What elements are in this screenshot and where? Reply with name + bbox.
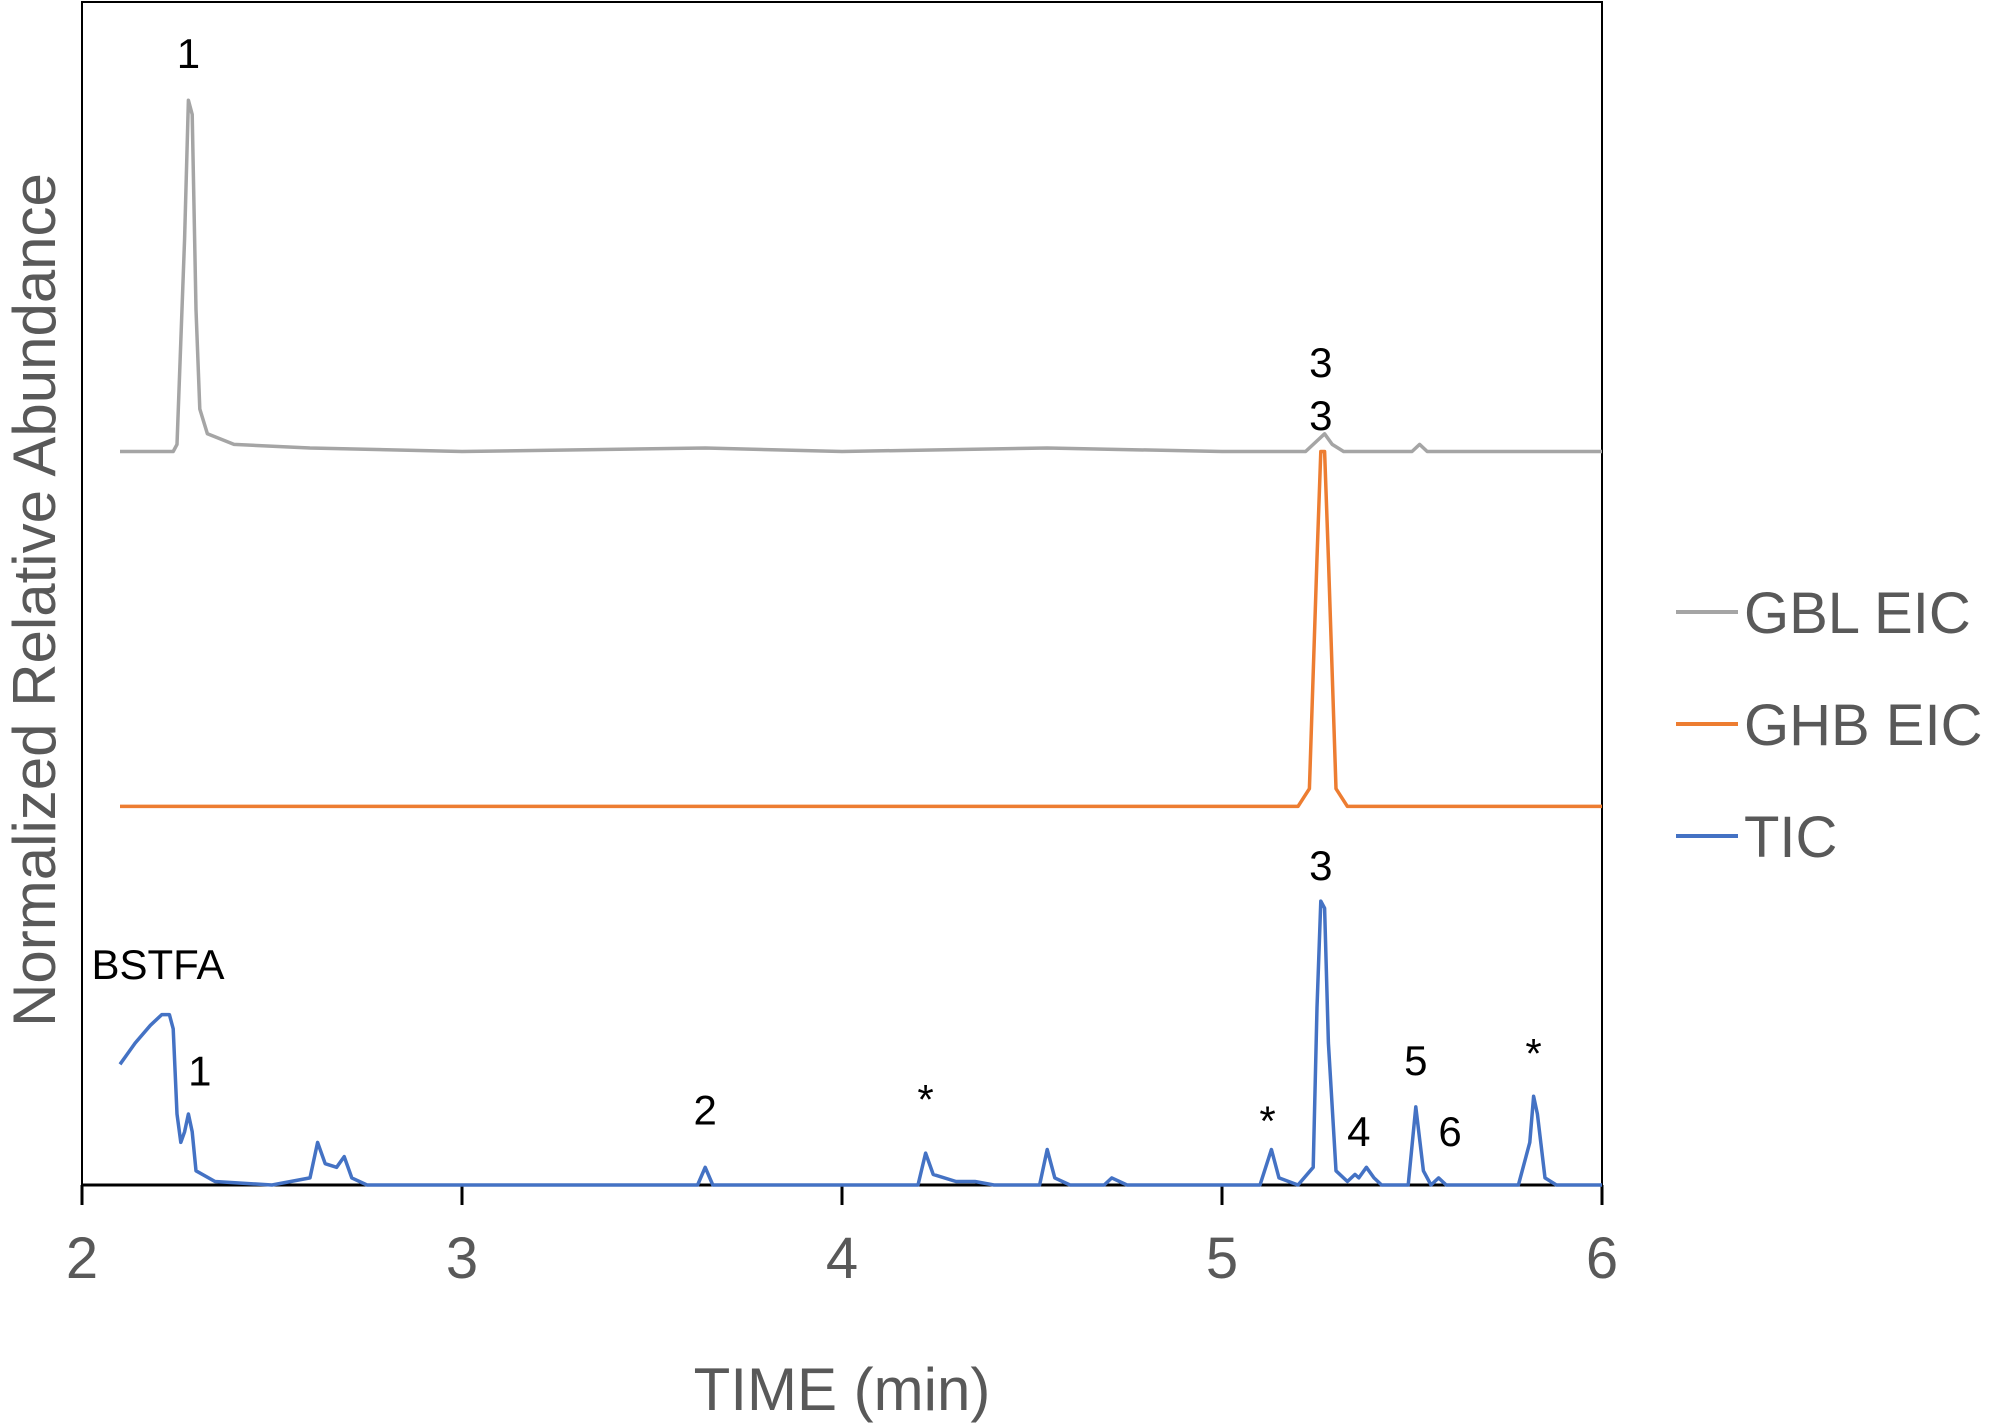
series-line-ghb-eic (120, 449, 1602, 809)
peak-label-tic-1: 1 (188, 1048, 211, 1095)
x-tick-label-6: 6 (1586, 1226, 1618, 1291)
x-axis-title: TIME (min) (694, 1356, 991, 1423)
series-line-tic (118, 899, 1602, 1187)
x-tick-label-3: 3 (446, 1226, 478, 1291)
annotation-layer: 1 3 3 BSTFA 1 2 * * 3 456 * (91, 30, 1541, 1155)
series-layer (118, 98, 1602, 1187)
legend-label-tic: TIC (1744, 805, 1837, 870)
peak-label-gbl-eic-1: 3 (1309, 339, 1332, 386)
x-tick-label-2: 2 (66, 1226, 98, 1291)
legend-label-ghb-eic: GHB EIC (1744, 693, 1983, 758)
plot-frame (81, 1, 1603, 1186)
x-tick-label-5: 5 (1206, 1226, 1238, 1291)
peak-label-tic-7: 5 (1404, 1037, 1427, 1084)
y-axis-title: Normalized Relative Abundance (1, 173, 68, 1027)
peak-label-tic-5: 3 (1309, 842, 1332, 889)
peak-label-tic-0: BSTFA (91, 941, 224, 988)
legend: GBL EIC GHB EIC TIC (1676, 581, 1983, 870)
peak-label-ghb-eic-0: 3 (1309, 392, 1332, 439)
peak-label-tic-3: * (917, 1076, 933, 1123)
peak-label-tic-8: 6 (1438, 1108, 1461, 1155)
peak-label-gbl-eic-0: 1 (177, 30, 200, 77)
peak-label-tic-2: 2 (694, 1087, 717, 1134)
legend-label-gbl-eic: GBL EIC (1744, 581, 1971, 646)
x-axis-ticks: 2 3 4 5 6 (66, 1185, 1618, 1291)
x-tick-label-4: 4 (826, 1226, 858, 1291)
peak-label-tic-6: 4 (1347, 1108, 1370, 1155)
peak-label-tic-4: * (1259, 1097, 1275, 1144)
peak-label-tic-9: * (1525, 1030, 1541, 1077)
series-line-gbl-eic (120, 98, 1602, 454)
